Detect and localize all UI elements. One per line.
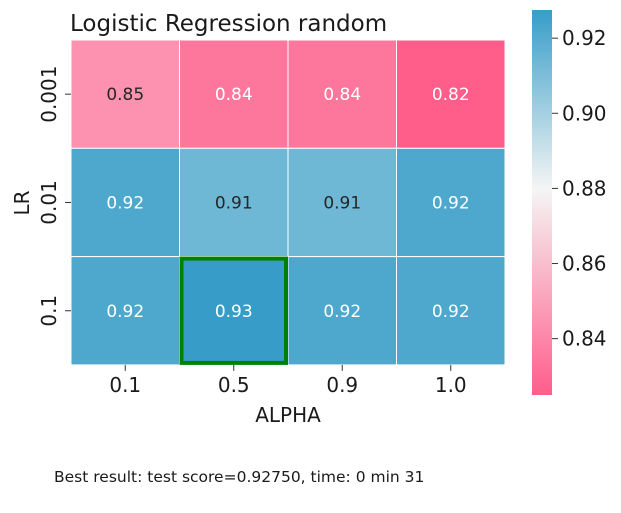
y-tick-label: 0.01 (37, 180, 61, 225)
heatmap-cells (70, 39, 506, 366)
x-tick-label: 0.5 (218, 373, 250, 397)
heatmap-cell-label: 0.92 (432, 193, 470, 213)
y-tick-labels: 0.001 0.01 0.1 (37, 66, 71, 327)
y-tick-label: 0.1 (37, 295, 61, 327)
x-tick-label: 1.0 (435, 373, 467, 397)
chart-title: Logistic Regression random (70, 11, 387, 37)
heatmap-cell-label: 0.84 (323, 85, 361, 105)
heatmap-cell (396, 147, 506, 258)
colorbar-tick-label: 0.84 (562, 327, 607, 351)
heatmap-cell-label: 0.85 (106, 85, 144, 105)
heatmap-cell (179, 39, 289, 149)
colorbar-ticks: 0.84 0.86 0.88 0.90 0.92 (552, 26, 607, 351)
heatmap-cell-label: 0.91 (215, 193, 253, 213)
heatmap-cell (70, 39, 180, 149)
heatmap-cell-label: 0.91 (323, 193, 361, 213)
heatmap-cell-labels: 0.85 0.84 0.84 0.82 0.92 0.91 0.91 0.92 0.92 0.93… (106, 85, 469, 322)
heatmap-cell-label: 0.82 (432, 85, 470, 105)
x-axis-label: ALPHA (255, 403, 321, 427)
best-cell-highlight (179, 256, 288, 365)
heatmap-cell-label: 0.92 (432, 302, 470, 322)
heatmap-cell-label: 0.84 (215, 85, 253, 105)
colorbar (532, 10, 552, 395)
y-tick-label: 0.001 (37, 66, 61, 123)
colorbar-tick-label: 0.90 (562, 101, 607, 125)
colorbar-tick-label: 0.92 (562, 26, 607, 50)
colorbar-tick-label: 0.86 (562, 252, 607, 276)
heatmap-cell (70, 147, 180, 258)
heatmap-cell-label: 0.93 (215, 302, 253, 322)
y-axis-label: LR (10, 190, 34, 215)
heatmap-cell (396, 256, 506, 366)
x-tick-label: 0.1 (109, 373, 141, 397)
heatmap-cell-label: 0.92 (106, 193, 144, 213)
x-tick-labels: 0.1 0.5 0.9 1.0 (109, 364, 467, 397)
heatmap-cell (179, 256, 289, 366)
x-tick-label: 0.9 (326, 373, 358, 397)
best-result-footer: Best result: test score=0.92750, time: 0… (54, 468, 425, 486)
heatmap-cell-label: 0.92 (323, 302, 361, 322)
heatmap-cell-label: 0.92 (106, 302, 144, 322)
heatmap-cell (396, 39, 506, 149)
heatmap-cell (179, 147, 289, 258)
heatmap-cell (287, 39, 397, 149)
colorbar-tick-label: 0.88 (562, 176, 607, 200)
